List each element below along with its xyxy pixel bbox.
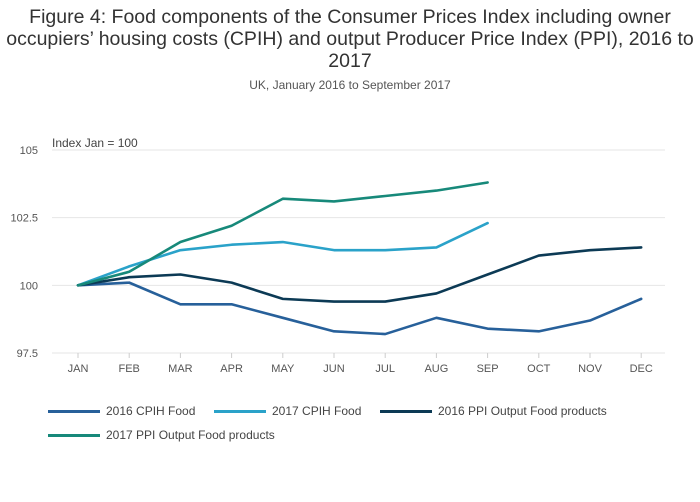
legend-item[interactable]: 2016 PPI Output Food products bbox=[380, 404, 607, 418]
y-tick-label: 102.5 bbox=[10, 213, 38, 225]
series-line-3[interactable] bbox=[76, 246, 643, 303]
x-tick-label: APR bbox=[220, 363, 243, 375]
legend-swatch bbox=[214, 409, 266, 413]
x-tick-label: MAR bbox=[168, 363, 193, 375]
legend-item[interactable]: 2017 CPIH Food bbox=[214, 404, 361, 418]
x-tick-label: SEP bbox=[477, 363, 499, 375]
legend-label: 2016 PPI Output Food products bbox=[438, 404, 607, 418]
y-tick-label: 100 bbox=[20, 280, 38, 292]
legend-label: 2016 CPIH Food bbox=[106, 404, 196, 418]
line-chart: 97.5 100 102.5 105 JAN FEB MAR APR MAY JUN JUL AUG S… bbox=[10, 136, 665, 375]
x-tick-label: NOV bbox=[578, 363, 603, 375]
legend-item[interactable]: 2017 PPI Output Food products bbox=[48, 428, 275, 442]
legend-item[interactable]: 2016 CPIH Food bbox=[48, 404, 195, 418]
x-tick-label: FEB bbox=[118, 363, 139, 375]
series-line-1[interactable] bbox=[76, 281, 643, 336]
x-tick-label: JUN bbox=[323, 363, 344, 375]
y-tick-label: 97.5 bbox=[17, 348, 38, 360]
chart-title: Figure 4: Food components of the Consume… bbox=[6, 6, 694, 72]
legend-label: 2017 PPI Output Food products bbox=[106, 428, 275, 442]
legend-swatch bbox=[48, 409, 100, 413]
series-line-4[interactable] bbox=[76, 181, 489, 287]
legend-swatch bbox=[380, 409, 432, 413]
y-tick-label: 105 bbox=[20, 145, 38, 157]
legend-swatch bbox=[48, 433, 100, 437]
x-tick-label: AUG bbox=[424, 363, 448, 375]
chart-subtitle: UK, January 2016 to September 2017 bbox=[249, 78, 451, 92]
x-tick-label: JAN bbox=[68, 363, 89, 375]
x-tick-label: OCT bbox=[527, 363, 551, 375]
x-tick-label: DEC bbox=[630, 363, 653, 375]
x-tick-label: MAY bbox=[271, 363, 295, 375]
legend-label: 2017 CPIH Food bbox=[272, 404, 362, 418]
x-tick-label: JUL bbox=[375, 363, 395, 375]
y-axis-label: Index Jan = 100 bbox=[52, 136, 138, 150]
